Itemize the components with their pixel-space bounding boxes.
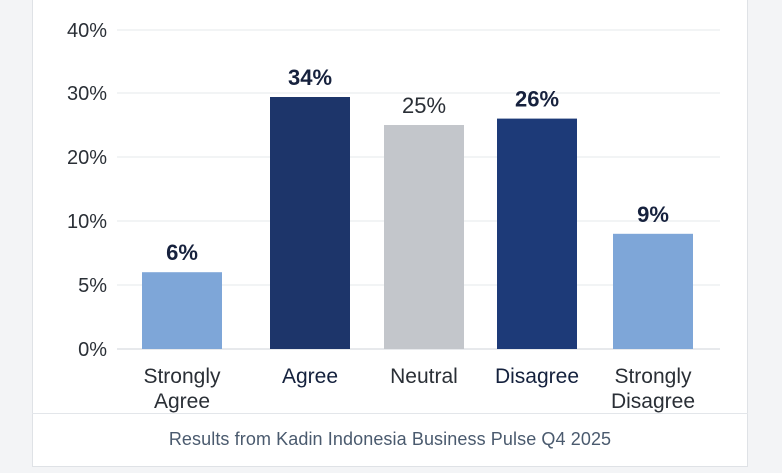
data-label: 9% xyxy=(637,202,669,227)
data-label: 34% xyxy=(288,65,332,90)
y-tick-label: 0% xyxy=(78,339,107,361)
x-tick-label: Neutral xyxy=(390,365,458,388)
bar xyxy=(497,118,577,349)
x-tick-label: Agree xyxy=(282,365,338,388)
data-label: 25% xyxy=(402,93,446,118)
bar xyxy=(384,125,464,349)
x-tick-label: Agree xyxy=(154,390,210,413)
bar xyxy=(270,97,350,349)
bar xyxy=(613,233,693,349)
chart-caption: Results from Kadin Indonesia Business Pu… xyxy=(168,429,612,449)
x-tick-label: Disagree xyxy=(611,390,695,413)
x-tick-label: Strongly xyxy=(143,365,221,388)
y-tick-label: 10% xyxy=(67,211,107,233)
data-label: 6% xyxy=(166,240,198,265)
caption-divider xyxy=(32,413,748,414)
y-tick-label: 5% xyxy=(78,275,107,297)
y-tick-label: 40% xyxy=(67,20,107,42)
y-tick-label: 30% xyxy=(67,83,107,105)
y-tick-label: 20% xyxy=(67,147,107,169)
x-tick-label: Strongly xyxy=(614,365,692,388)
bar xyxy=(142,272,222,349)
data-label: 26% xyxy=(515,87,559,112)
x-tick-label: Disagree xyxy=(495,365,579,388)
